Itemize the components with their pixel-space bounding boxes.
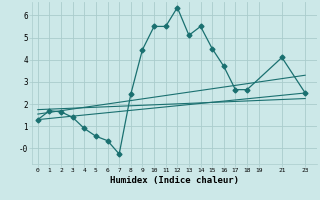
X-axis label: Humidex (Indice chaleur): Humidex (Indice chaleur) bbox=[110, 176, 239, 185]
